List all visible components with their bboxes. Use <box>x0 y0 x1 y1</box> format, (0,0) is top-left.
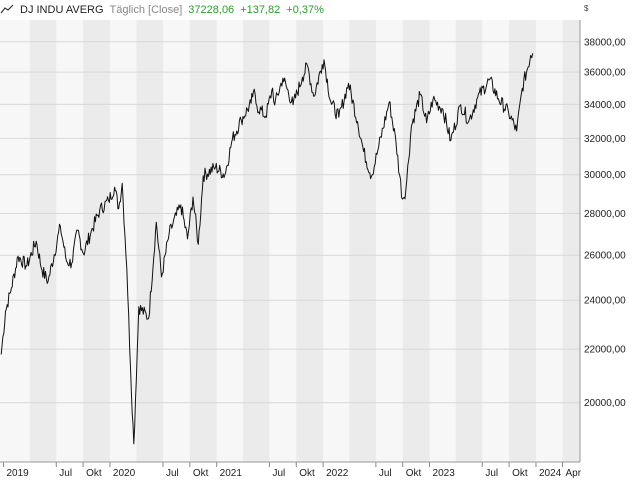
y-tick-label: 38000,00 <box>584 37 626 48</box>
y-tick-label: 24000,00 <box>584 296 626 307</box>
y-tick-label: 36000,00 <box>584 68 626 79</box>
x-tick-label: Jul <box>59 468 72 479</box>
x-tick-label: Okt <box>193 468 209 479</box>
period-label: Täglich [Close] <box>109 4 183 16</box>
x-tick-label: Okt <box>86 468 102 479</box>
y-tick-label: 28000,00 <box>584 209 626 220</box>
x-tick-label: Jul <box>379 468 392 479</box>
y-tick-label: 34000,00 <box>584 100 626 111</box>
quarter-band <box>562 20 580 462</box>
quarter-band <box>29 20 57 462</box>
chart-header: DJ INDU AVERG Täglich [Close] 37228,06 +137… <box>0 0 580 20</box>
x-tick-label: Okt <box>406 468 422 479</box>
price-line <box>0 53 534 445</box>
instrument-name: DJ INDU AVERG <box>20 4 104 16</box>
x-tick-label: 2023 <box>433 468 456 479</box>
y-tick-label: 32000,00 <box>584 134 626 145</box>
x-tick-label: Jul <box>272 468 285 479</box>
quarter-band <box>402 20 430 462</box>
quarter-band <box>296 20 324 462</box>
x-tick-label: Apr <box>566 468 582 479</box>
quarter-band <box>349 20 376 462</box>
x-tick-label: 2019 <box>6 468 29 479</box>
y-tick-label: 22000,00 <box>584 345 626 356</box>
last-value: 37228,06 <box>188 4 235 16</box>
quarter-band <box>509 20 536 462</box>
quarter-band <box>455 20 483 462</box>
quarter-band <box>136 20 164 462</box>
quarter-band <box>242 20 270 462</box>
x-tick-label: 2020 <box>113 468 136 479</box>
x-tick-label: Jul <box>485 468 498 479</box>
currency-label: $ <box>584 4 589 13</box>
y-tick-label: 20000,00 <box>584 398 626 409</box>
y-tick-label: 30000,00 <box>584 170 626 181</box>
x-tick-label: Okt <box>512 468 528 479</box>
change-absolute: +137,82 <box>240 4 281 16</box>
quarter-band <box>189 20 217 462</box>
x-tick-label: Okt <box>299 468 315 479</box>
x-tick-label: 2021 <box>220 468 243 479</box>
trend-icon <box>0 4 14 16</box>
x-tick-label: 2024 <box>539 468 562 479</box>
change-percent: +0,37% <box>286 4 324 16</box>
y-tick-label: 26000,00 <box>584 251 626 262</box>
x-tick-label: 2022 <box>326 468 349 479</box>
x-tick-label: Jul <box>166 468 179 479</box>
